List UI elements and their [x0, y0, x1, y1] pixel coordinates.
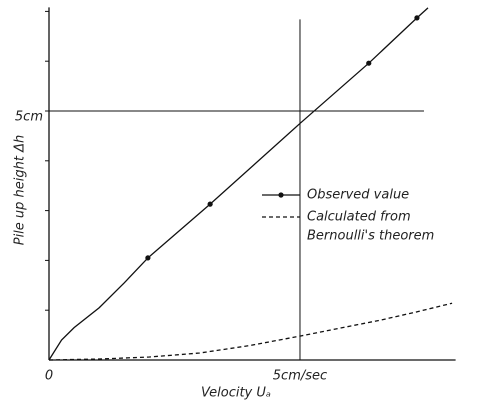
x-axis-label: Velocity Uₐ: [201, 386, 271, 401]
data-point: [207, 201, 213, 207]
x-tick-label: 5cm/sec: [273, 369, 327, 384]
legend-marker: [278, 192, 284, 198]
data-point: [414, 15, 420, 21]
legend-label: Observed value: [307, 188, 409, 203]
legend-label: Calculated from: [307, 210, 411, 225]
series-line: [48, 302, 453, 361]
series-line: [48, 7, 429, 361]
y-tick-label: 5cm: [15, 110, 43, 125]
x-tick-label: 0: [45, 369, 53, 384]
data-point: [145, 255, 151, 261]
y-axis-label: Pile up height Δh: [13, 135, 28, 246]
data-point: [366, 60, 372, 66]
legend-label: Bernoulli's theorem: [307, 229, 434, 244]
